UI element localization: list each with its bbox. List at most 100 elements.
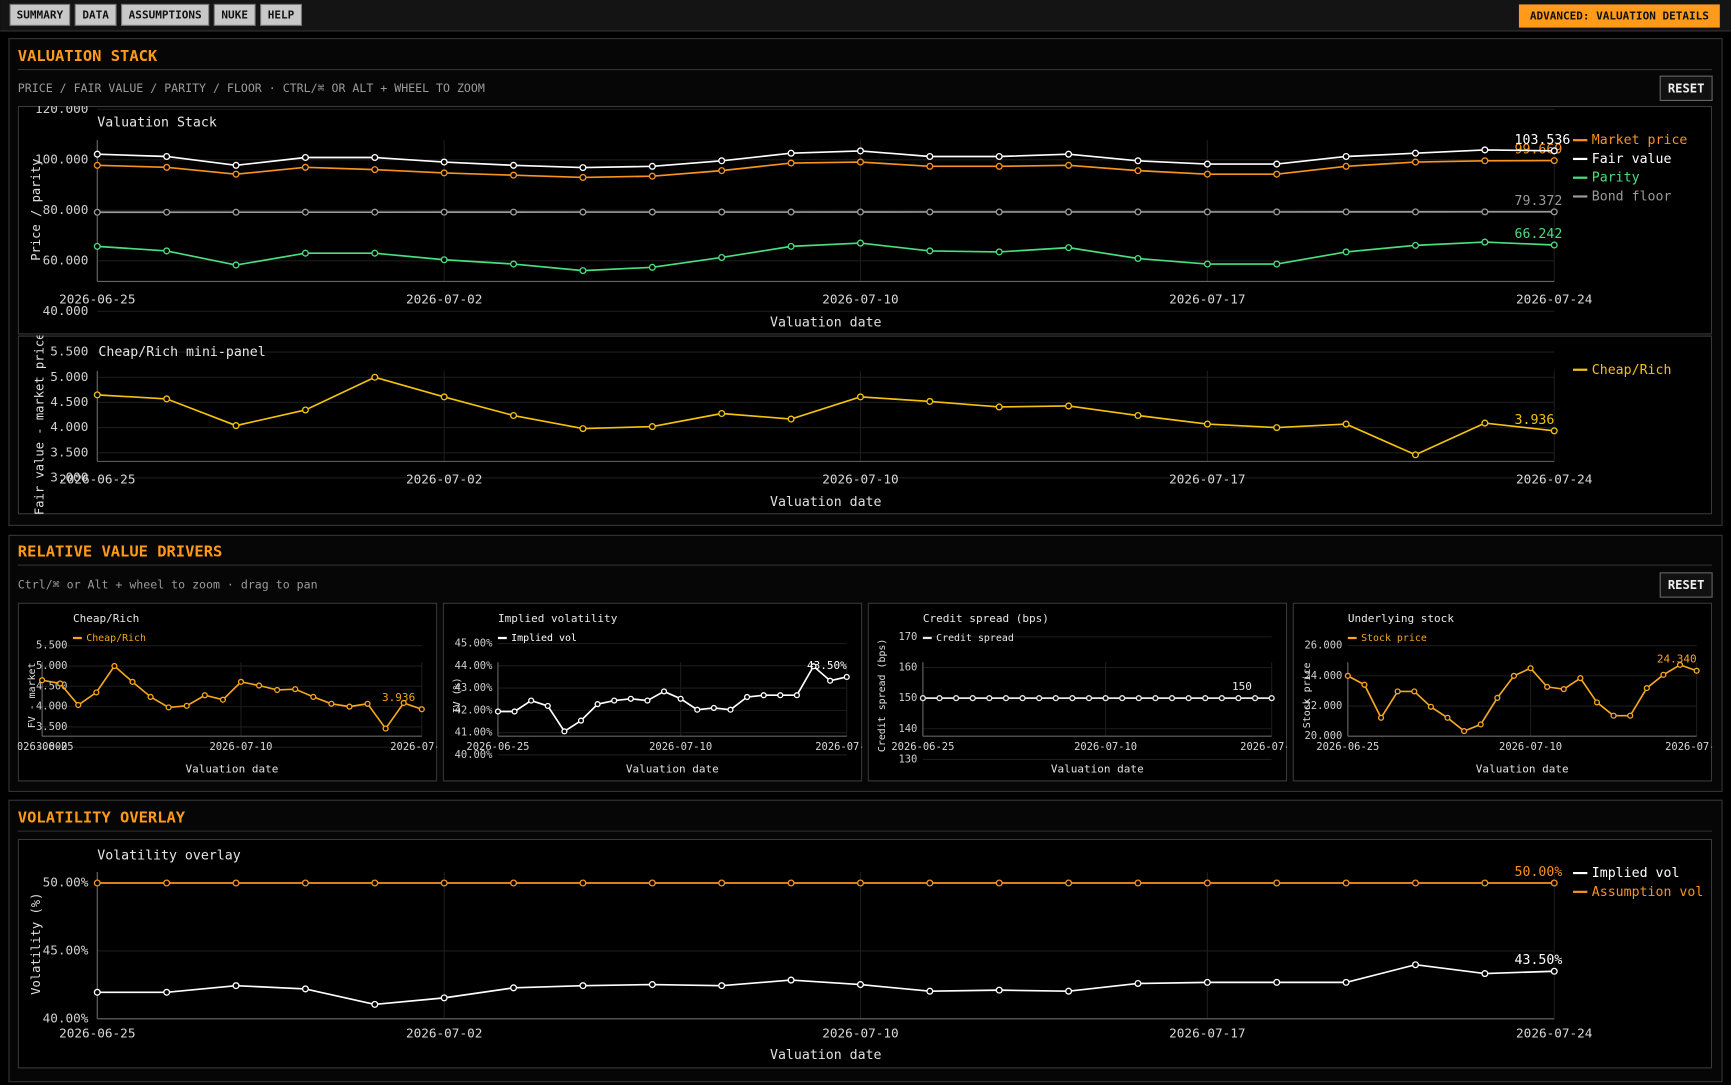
reset-box[interactable] (1659, 572, 1713, 598)
data-point (528, 697, 535, 704)
data-point (926, 987, 934, 995)
data-point (648, 172, 656, 180)
y-tick-label: 80.000 (43, 202, 89, 217)
data-point (1342, 162, 1350, 170)
reset-button[interactable]: RESET (1659, 572, 1713, 598)
x-tick-label: 2026-07-10 (209, 741, 272, 753)
section-subtitle: Ctrl/⌘ or Alt + wheel to zoom · drag to … (18, 577, 318, 591)
reset-label[interactable]: RESET (1668, 578, 1705, 592)
data-point (1342, 879, 1350, 887)
data-point (694, 706, 701, 713)
data-point (1168, 695, 1176, 702)
data-point (232, 261, 240, 269)
data-point (1134, 879, 1142, 887)
tab-label[interactable]: NUKE (221, 8, 248, 21)
data-point (995, 162, 1003, 170)
tab-button[interactable] (121, 3, 210, 26)
data-point (718, 167, 726, 175)
data-point (1152, 695, 1159, 702)
reset-label[interactable]: RESET (1668, 81, 1705, 95)
tab-summary[interactable]: SUMMARY (9, 3, 71, 26)
y-tick-label: 4.000 (36, 701, 68, 713)
tab-help[interactable]: HELP (260, 3, 303, 26)
data-point (301, 406, 309, 414)
reset-button[interactable]: RESET (1659, 75, 1713, 101)
y-tick-label: 20.000 (1304, 730, 1342, 742)
data-point (440, 169, 448, 177)
data-point (1069, 695, 1076, 702)
data-point (1394, 688, 1401, 695)
data-point (1134, 208, 1142, 216)
data-point (1411, 879, 1420, 887)
data-point (995, 403, 1003, 411)
data-point (510, 161, 518, 169)
chart-frame (17, 602, 438, 782)
data-point (787, 208, 795, 216)
data-point (926, 152, 934, 161)
data-point (232, 982, 240, 990)
chart-frame (867, 602, 1288, 782)
data-point (856, 147, 864, 155)
data-point (371, 373, 379, 381)
y-tick-label: 40.00% (455, 749, 494, 761)
data-point (1342, 152, 1350, 161)
data-point (594, 701, 601, 708)
data-point (579, 164, 587, 172)
series-line (497, 664, 847, 733)
series-line (1347, 663, 1697, 733)
tab-button[interactable] (213, 3, 256, 26)
data-point (301, 163, 309, 171)
legend-label: Stock price (1361, 633, 1427, 644)
data-point (787, 159, 795, 167)
end-value-label: 66.242 (1515, 227, 1563, 242)
tab-label[interactable]: SUMMARY (17, 8, 64, 21)
chart-title: Valuation Stack (97, 116, 217, 131)
data-point (1411, 688, 1418, 695)
data-point (1251, 695, 1259, 702)
series-line (41, 664, 423, 730)
mode-button[interactable] (1518, 4, 1720, 28)
mode-label[interactable]: ADVANCED: VALUATION DETAILS (1530, 10, 1709, 23)
tab-button[interactable] (260, 3, 303, 26)
data-point (1065, 161, 1073, 169)
tab-nuke[interactable]: NUKE (213, 3, 256, 26)
data-point (1550, 427, 1558, 435)
x-tick-label: 2026-07-17 (1169, 472, 1245, 487)
data-point (1134, 979, 1142, 988)
data-point (93, 150, 101, 158)
data-point (163, 208, 171, 216)
legend-label: Assumption vol (1592, 885, 1704, 900)
data-point (1411, 961, 1420, 969)
data-point (1203, 879, 1211, 887)
x-tick-label: 2026-06-25 (466, 741, 529, 753)
tab-label[interactable]: HELP (268, 8, 295, 21)
tab-assumptions[interactable]: ASSUMPTIONS (121, 3, 210, 26)
data-point (1481, 208, 1489, 216)
data-point (510, 171, 518, 179)
data-point (440, 994, 448, 1002)
data-point (856, 158, 864, 166)
tab-data[interactable]: DATA (74, 3, 117, 26)
y-tick-label: 150 (898, 692, 917, 704)
chart-title: Cheap/Rich (73, 612, 139, 625)
tab-label[interactable]: ASSUMPTIONS (129, 8, 202, 21)
reset-box[interactable] (1659, 75, 1713, 101)
data-point (255, 682, 263, 689)
data-point (93, 988, 101, 996)
y-tick-label: 40.000 (43, 303, 89, 318)
data-point (1203, 208, 1211, 216)
data-point (510, 208, 518, 216)
x-axis-label: Valuation date (770, 315, 882, 330)
data-point (648, 208, 656, 216)
data-point (856, 981, 864, 989)
tab-button[interactable] (9, 3, 71, 26)
data-point (1693, 667, 1700, 674)
data-point (346, 703, 353, 710)
data-point (111, 662, 118, 670)
tab-button[interactable] (74, 3, 117, 26)
tab-label[interactable]: DATA (82, 8, 109, 21)
data-point (163, 395, 171, 403)
data-point (787, 415, 795, 423)
data-point (510, 879, 518, 887)
mode-badge[interactable]: ADVANCED: VALUATION DETAILS (1518, 4, 1720, 28)
